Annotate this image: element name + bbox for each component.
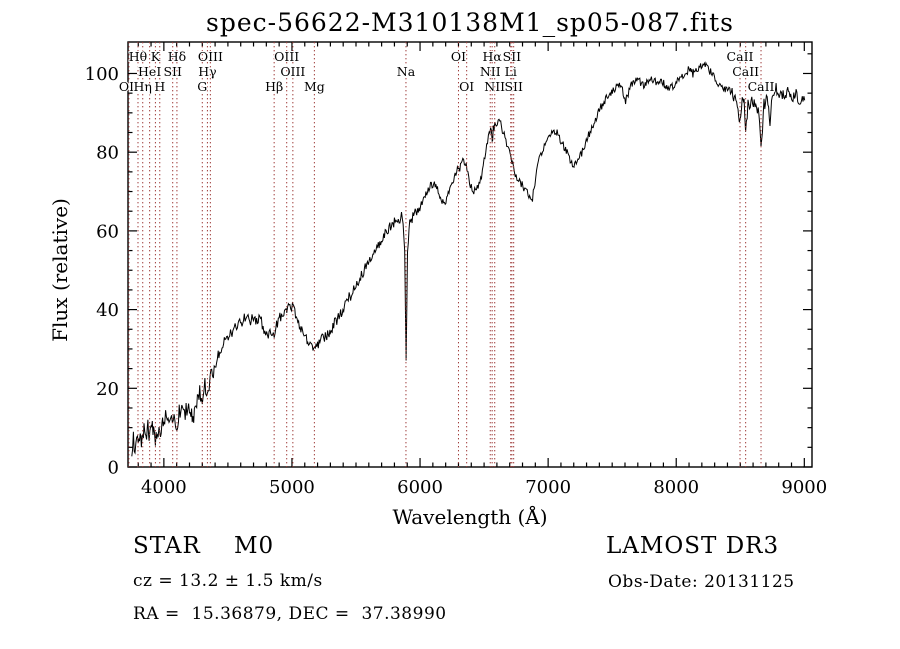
x-axis-label: Wavelength (Å) bbox=[392, 505, 548, 529]
spectral-line-label: OIII bbox=[280, 64, 305, 79]
spectral-line-label: CaII bbox=[727, 49, 754, 64]
svg-text:0: 0 bbox=[108, 458, 119, 479]
svg-text:5000: 5000 bbox=[269, 477, 315, 498]
svg-text:6000: 6000 bbox=[397, 477, 443, 498]
y-axis-label: Flux (relative) bbox=[48, 198, 72, 342]
spectral-line-label: H bbox=[154, 79, 165, 94]
spectrum-trace bbox=[131, 61, 806, 457]
spectral-line-label: Hδ bbox=[168, 49, 186, 64]
ra-dec-text: RA = 15.36879, DEC = 37.38990 bbox=[133, 604, 447, 624]
svg-text:40: 40 bbox=[96, 300, 119, 321]
cz-text: cz = 13.2 ± 1.5 km/s bbox=[133, 571, 323, 591]
chart-title: spec-56622-M310138M1_sp05-087.fits bbox=[206, 8, 734, 37]
spectral-line-label: CaII bbox=[732, 64, 759, 79]
spectral-line-label: Mg bbox=[304, 79, 325, 94]
spectral-line-label: Hη bbox=[134, 79, 152, 94]
spectral-line-label: HeI bbox=[138, 64, 161, 79]
svg-text:80: 80 bbox=[96, 143, 119, 164]
spectral-line-label: Hθ bbox=[129, 49, 147, 64]
plot-frame bbox=[127, 41, 813, 468]
spectral-line-label: NII bbox=[480, 64, 501, 79]
spectral-line-label: OI bbox=[451, 49, 466, 64]
tick-labels: 4000 5000 6000 7000 8000 9000 0 20 40 60 80 100 bbox=[85, 64, 828, 498]
svg-text:20: 20 bbox=[96, 379, 119, 400]
spectral-line-label: OI bbox=[459, 79, 474, 94]
spectral-line-label: G bbox=[197, 79, 207, 94]
survey-text: LAMOST DR3 bbox=[606, 533, 780, 559]
spectral-line-label: OIII bbox=[198, 49, 223, 64]
spectral-line-label: SII bbox=[503, 49, 522, 64]
obs-date-text: Obs-Date: 20131125 bbox=[608, 572, 795, 592]
spectral-line-label: Li bbox=[505, 64, 517, 79]
axis-ticks bbox=[128, 42, 812, 468]
svg-text:9000: 9000 bbox=[781, 477, 827, 498]
spectral-line-label: Hα bbox=[482, 49, 502, 64]
spectral-line-label: Hβ bbox=[265, 79, 283, 94]
spectral-line-label: SII bbox=[163, 64, 182, 79]
spectral-line-label: NII bbox=[484, 79, 505, 94]
spectral-line-label: SII bbox=[504, 79, 523, 94]
object-class-text: STAR M0 bbox=[133, 533, 275, 559]
svg-text:7000: 7000 bbox=[525, 477, 571, 498]
spectral-line-label: Na bbox=[397, 64, 416, 79]
svg-text:4000: 4000 bbox=[141, 477, 187, 498]
spectral-line-label: Hγ bbox=[198, 64, 216, 79]
svg-text:8000: 8000 bbox=[653, 477, 699, 498]
spectral-line-labels: OIIHθHηHeIKHSIIHδGHγOIIIHβOIIIOIIIMgNaOI… bbox=[118, 48, 776, 95]
spectral-line-label: CaII bbox=[748, 79, 775, 94]
svg-text:60: 60 bbox=[96, 221, 119, 242]
spectral-line-label: K bbox=[151, 49, 161, 64]
spectral-line-label: OII bbox=[119, 79, 139, 94]
svg-text:100: 100 bbox=[85, 64, 119, 85]
spectral-line-label: OIII bbox=[274, 49, 299, 64]
spectral-line-markers bbox=[128, 42, 762, 467]
